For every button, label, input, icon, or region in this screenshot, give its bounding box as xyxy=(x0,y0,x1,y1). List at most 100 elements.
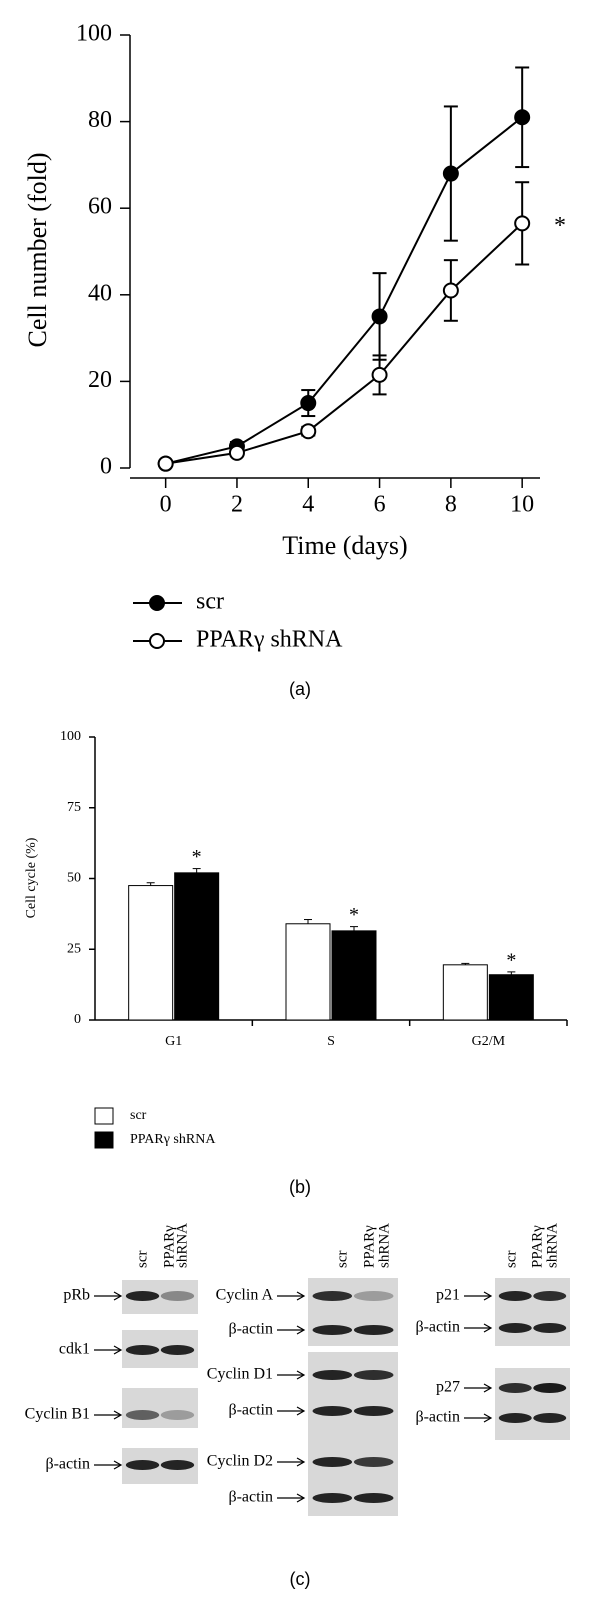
y-tick-label: 50 xyxy=(67,871,81,886)
blot-band xyxy=(312,1457,353,1467)
row-label: β-actin xyxy=(415,1319,460,1336)
arrow-head xyxy=(113,1291,123,1301)
blot-band xyxy=(353,1406,394,1416)
lane-label: shRNA xyxy=(376,1223,392,1268)
blot-membrane xyxy=(308,1352,398,1440)
x-tick-label: 2 xyxy=(231,492,243,518)
error-bar xyxy=(350,926,358,931)
x-tick-label: 8 xyxy=(445,492,457,518)
x-tick-label: 6 xyxy=(374,492,386,518)
blot-membrane xyxy=(122,1388,198,1428)
y-tick-label: 20 xyxy=(88,367,112,393)
lane-label: scr xyxy=(503,1251,519,1269)
bar xyxy=(174,872,220,1021)
lane-label: shRNA xyxy=(544,1223,560,1268)
row-label: Cyclin D1 xyxy=(207,1366,273,1383)
blot-band xyxy=(353,1457,394,1467)
panel-label: (c) xyxy=(290,1569,311,1589)
legend-label: scr xyxy=(130,1108,147,1123)
legend-label: PPARγ shRNA xyxy=(196,627,343,653)
row-label: β-actin xyxy=(45,1456,90,1473)
row-label: β-actin xyxy=(415,1409,460,1426)
blot-band xyxy=(353,1291,394,1301)
blot-band xyxy=(125,1460,160,1470)
y-tick-label: 0 xyxy=(74,1012,81,1027)
legend-marker xyxy=(149,595,165,611)
arrow-head xyxy=(113,1460,123,1470)
blot-band xyxy=(353,1493,394,1503)
data-point xyxy=(157,455,174,472)
row-label: Cyclin D2 xyxy=(207,1453,273,1470)
row-label: Cyclin A xyxy=(216,1287,274,1304)
blot-band xyxy=(312,1370,353,1380)
y-tick-label: 80 xyxy=(88,107,112,133)
legend-swatch xyxy=(94,1131,114,1149)
blot-membrane xyxy=(495,1278,570,1346)
blot-band xyxy=(312,1493,353,1503)
arrow-head xyxy=(296,1325,306,1335)
y-tick-label: 75 xyxy=(67,800,81,815)
arrow-head xyxy=(483,1291,493,1301)
y-tick-label: 60 xyxy=(88,194,112,220)
y-tick-label: 100 xyxy=(76,21,112,47)
lane-label: PPARγ xyxy=(161,1225,177,1268)
data-point xyxy=(228,444,245,461)
data-point xyxy=(371,308,388,325)
y-tick-label: 0 xyxy=(100,454,112,480)
blot-band xyxy=(160,1345,195,1355)
blot-band xyxy=(312,1291,353,1301)
x-tick-label: G1 xyxy=(165,1034,182,1049)
bar xyxy=(442,964,488,1021)
bar xyxy=(128,885,174,1021)
row-label: pRb xyxy=(63,1287,90,1304)
arrow-head xyxy=(483,1323,493,1333)
legend-marker xyxy=(149,633,165,649)
blot-band xyxy=(125,1345,160,1355)
blot-band xyxy=(125,1291,160,1301)
blot-band xyxy=(353,1325,394,1335)
series-line xyxy=(165,116,523,465)
lane-label: PPARγ xyxy=(361,1225,377,1268)
y-tick-label: 40 xyxy=(88,280,112,306)
legend-label: PPARγ shRNA xyxy=(130,1132,216,1147)
arrow-head xyxy=(483,1383,493,1393)
data-point xyxy=(371,366,388,383)
blot-band xyxy=(533,1383,567,1393)
series-line xyxy=(165,222,523,465)
y-axis-label: Cell number (fold) xyxy=(23,153,52,348)
arrow-head xyxy=(113,1410,123,1420)
row-label: p21 xyxy=(436,1287,460,1304)
blot-band xyxy=(498,1291,532,1301)
row-label: β-actin xyxy=(228,1321,273,1338)
arrow-head xyxy=(296,1457,306,1467)
blot-band xyxy=(498,1323,532,1333)
blot-band xyxy=(160,1460,195,1470)
annotation: * xyxy=(554,213,566,239)
blot-band xyxy=(160,1291,195,1301)
blot-band xyxy=(498,1413,532,1423)
data-point xyxy=(514,109,531,126)
data-point xyxy=(442,165,459,182)
arrow-head xyxy=(296,1493,306,1503)
blot-membrane xyxy=(308,1440,398,1516)
blot-membrane xyxy=(495,1368,570,1440)
legend-label: scr xyxy=(196,589,224,615)
row-label: Cyclin B1 xyxy=(25,1406,90,1423)
y-tick-label: 25 xyxy=(67,941,81,956)
row-label: β-actin xyxy=(228,1489,273,1506)
panel-label: (a) xyxy=(289,679,311,699)
data-point xyxy=(300,423,317,440)
x-tick-label: 10 xyxy=(510,492,534,518)
blot-band xyxy=(353,1370,394,1380)
annotation: * xyxy=(349,904,359,926)
lane-label: shRNA xyxy=(174,1223,190,1268)
arrow-head xyxy=(296,1291,306,1301)
blot-band xyxy=(533,1291,567,1301)
data-point xyxy=(514,215,531,232)
bar xyxy=(488,974,534,1021)
lane-label: scr xyxy=(134,1251,150,1269)
annotation: * xyxy=(506,949,516,971)
x-axis-label: Time (days) xyxy=(282,531,407,560)
data-point xyxy=(300,395,317,412)
